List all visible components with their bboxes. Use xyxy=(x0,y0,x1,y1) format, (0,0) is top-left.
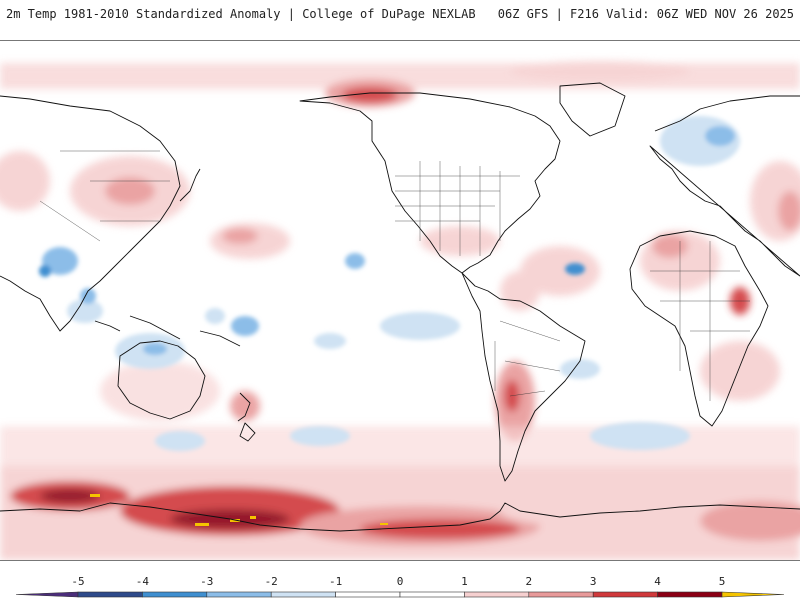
colorbar-segment xyxy=(77,591,143,598)
colorbar-tick-label: 1 xyxy=(461,575,468,588)
colorbar-segment xyxy=(464,591,530,598)
colorbar-tick-label: 3 xyxy=(590,575,597,588)
colorbar-segment xyxy=(399,591,465,598)
coastlines xyxy=(0,82,800,532)
colorbar-segment xyxy=(142,591,208,598)
anomaly-field xyxy=(0,61,800,560)
political-borders xyxy=(39,150,750,401)
colorbar-tick-label: -5 xyxy=(71,575,84,588)
header: 2m Temp 1981-2010 Standardized Anomaly |… xyxy=(0,0,800,30)
colorbar-tick-label: -1 xyxy=(329,575,342,588)
colorbar-tick-label: 2 xyxy=(525,575,532,588)
colorbar-high-arrow xyxy=(721,591,785,598)
colorbar-tick-label: 0 xyxy=(397,575,404,588)
colorbar-segment xyxy=(206,591,272,598)
colorbar-tick-label: 4 xyxy=(654,575,661,588)
colorbar-svg: -5 -4 -3 -2 -1 0 1 2 3 4 5 xyxy=(15,575,785,598)
anomaly-map[interactable] xyxy=(0,40,800,561)
colorbar-segment xyxy=(335,591,401,598)
extreme-anomalies xyxy=(90,494,388,526)
colorbar-low-arrow xyxy=(15,591,79,598)
colorbar-segment xyxy=(657,591,723,598)
model-run-info: 06Z GFS | F216 Valid: 06Z WED NOV 26 202… xyxy=(497,7,794,21)
colorbar-legend: -5 -4 -3 -2 -1 0 1 2 3 4 5 xyxy=(0,560,800,600)
colorbar-tick-label: 5 xyxy=(719,575,726,588)
cold-anomalies xyxy=(39,116,740,451)
map-canvas xyxy=(0,61,800,560)
colorbar-tick-label: -2 xyxy=(265,575,278,588)
colorbar-tick-label: -4 xyxy=(136,575,150,588)
colorbar-segment xyxy=(270,591,336,598)
colorbar-tick-label: -3 xyxy=(200,575,213,588)
colorbar-segment xyxy=(528,591,594,598)
colorbar-segment xyxy=(592,591,658,598)
map-title: 2m Temp 1981-2010 Standardized Anomaly |… xyxy=(6,7,476,21)
